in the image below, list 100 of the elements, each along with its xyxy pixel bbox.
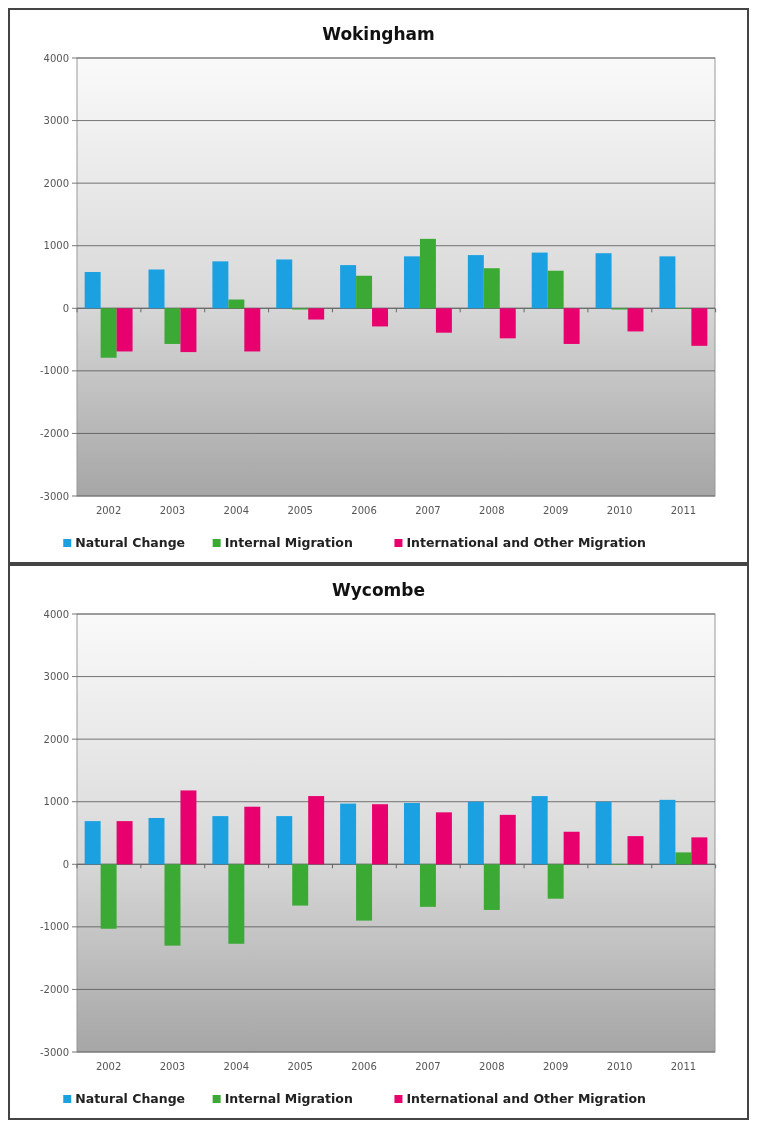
x-tick-label: 2005 (287, 505, 313, 516)
bar (148, 817, 165, 865)
bar (595, 801, 612, 865)
y-tick-label: 3000 (43, 115, 69, 127)
y-tick-label: -2000 (39, 983, 69, 995)
chart-title: Wycombe (331, 580, 426, 600)
bar (340, 803, 357, 865)
bar (659, 799, 676, 865)
y-tick-label: 3000 (43, 671, 69, 683)
bar (84, 821, 101, 865)
x-tick-label: 2008 (479, 1061, 505, 1072)
legend-label: International and Other Migration (406, 535, 646, 550)
y-tick-label: 4000 (43, 52, 69, 64)
bar (228, 299, 245, 309)
bar (164, 864, 181, 946)
bar (276, 259, 293, 309)
y-tick-label: 0 (62, 858, 69, 870)
bar (547, 270, 564, 309)
x-tick-label: 2010 (606, 505, 633, 516)
x-tick-label: 2009 (542, 505, 569, 516)
bar (435, 308, 452, 333)
bar (180, 790, 197, 865)
bar (595, 253, 612, 309)
bar (627, 308, 644, 332)
y-tick-label: -2000 (39, 427, 69, 439)
bar (180, 308, 197, 353)
x-tick-label: 2006 (351, 505, 377, 516)
bar (531, 252, 548, 309)
y-tick-label: -1000 (39, 921, 69, 933)
x-tick-label: 2005 (287, 1061, 313, 1072)
bar (212, 261, 229, 309)
bar (244, 308, 261, 352)
bar (308, 308, 325, 320)
bar (164, 308, 181, 344)
bar (403, 802, 420, 865)
bar (499, 814, 516, 865)
bar (212, 816, 229, 865)
bar (563, 308, 580, 344)
legend-label: Internal Migration (224, 1091, 353, 1106)
bar (84, 271, 101, 309)
x-tick-label: 2002 (95, 1061, 122, 1072)
bar (403, 256, 420, 309)
bar (483, 864, 500, 910)
bar (100, 308, 117, 358)
bar (228, 864, 245, 944)
bar (340, 265, 357, 309)
bar (419, 864, 436, 907)
legend-label: International and Other Migration (406, 1091, 646, 1106)
x-tick-label: 2003 (159, 1061, 186, 1072)
legend-label: Internal Migration (224, 535, 353, 550)
x-tick-label: 2008 (479, 505, 505, 516)
legend-label: Natural Change (75, 535, 186, 550)
bar (691, 837, 708, 865)
bar (292, 864, 309, 906)
bar (100, 864, 117, 929)
x-tick-label: 2004 (223, 505, 250, 516)
bar (563, 831, 580, 865)
bar (531, 796, 548, 865)
x-tick-label: 2007 (415, 1061, 441, 1072)
y-tick-label: -1000 (39, 365, 69, 377)
bar (467, 255, 484, 309)
x-tick-label: 2002 (95, 505, 122, 516)
bar (372, 804, 389, 865)
legend-label: Natural Change (75, 1091, 186, 1106)
bar (675, 852, 692, 865)
bar (659, 256, 676, 309)
x-tick-label: 2003 (159, 505, 186, 516)
bar (547, 864, 564, 899)
x-tick-label: 2011 (670, 1061, 697, 1072)
bar (372, 308, 389, 327)
bar (356, 864, 373, 921)
x-tick-label: 2004 (223, 1061, 250, 1072)
bar (499, 308, 516, 339)
bar (435, 812, 452, 865)
bar (627, 836, 644, 865)
bar (467, 801, 484, 865)
bar (356, 275, 373, 309)
x-tick-label: 2009 (542, 1061, 569, 1072)
bar (308, 796, 325, 865)
bar (691, 308, 708, 346)
y-tick-label: -3000 (39, 490, 69, 502)
bar (276, 816, 293, 865)
y-tick-label: -3000 (39, 1046, 69, 1058)
y-tick-label: 4000 (43, 608, 69, 620)
bar (419, 238, 436, 309)
y-tick-label: 1000 (43, 796, 69, 808)
bar (483, 268, 500, 309)
bar (244, 806, 261, 865)
x-tick-label: 2006 (351, 1061, 377, 1072)
y-tick-label: 2000 (43, 733, 69, 745)
chart-title: Wokingham (322, 24, 435, 44)
x-tick-label: 2007 (415, 505, 441, 516)
y-tick-label: 2000 (43, 177, 69, 189)
x-tick-label: 2011 (670, 505, 697, 516)
y-tick-label: 1000 (43, 240, 69, 252)
bar (116, 308, 133, 352)
y-tick-label: 0 (62, 302, 69, 314)
bar (148, 269, 165, 309)
bar (116, 821, 133, 865)
x-tick-label: 2010 (606, 1061, 633, 1072)
